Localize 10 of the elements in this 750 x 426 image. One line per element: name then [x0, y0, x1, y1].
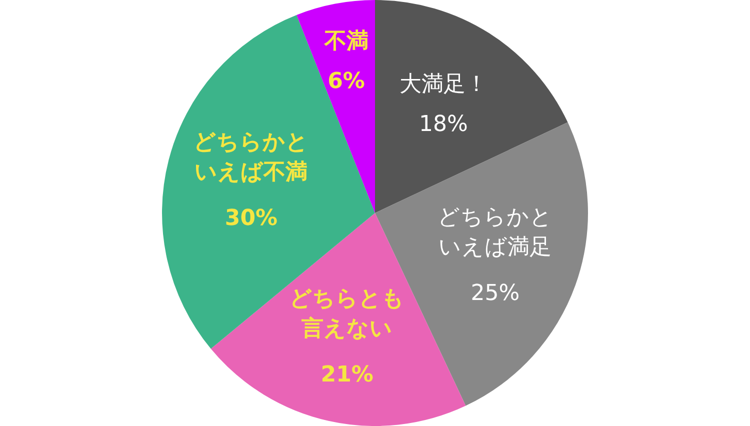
data-label: 25% — [470, 281, 520, 306]
slice-label: どちらとも言えない — [290, 286, 405, 342]
data-label: 21% — [320, 362, 374, 388]
data-label: 18% — [419, 112, 468, 137]
slice-label: 不満 — [323, 29, 368, 54]
slice-label: どちらかといえば満足 — [438, 205, 553, 260]
slice-label: 大満足！ — [399, 72, 488, 97]
data-label: 6% — [328, 69, 365, 94]
slice-label: どちらかといえば不満 — [194, 130, 309, 185]
data-label: 30% — [224, 206, 278, 231]
